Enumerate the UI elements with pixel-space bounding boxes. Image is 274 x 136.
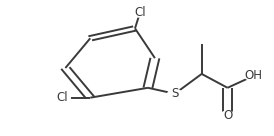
Text: OH: OH bbox=[244, 69, 262, 82]
Ellipse shape bbox=[244, 71, 262, 80]
Ellipse shape bbox=[132, 8, 148, 17]
Text: S: S bbox=[171, 87, 178, 100]
Text: O: O bbox=[223, 109, 232, 122]
Text: Cl: Cl bbox=[134, 6, 146, 19]
Ellipse shape bbox=[168, 89, 182, 98]
Ellipse shape bbox=[221, 111, 235, 120]
Text: Cl: Cl bbox=[56, 91, 68, 104]
Ellipse shape bbox=[55, 93, 70, 102]
